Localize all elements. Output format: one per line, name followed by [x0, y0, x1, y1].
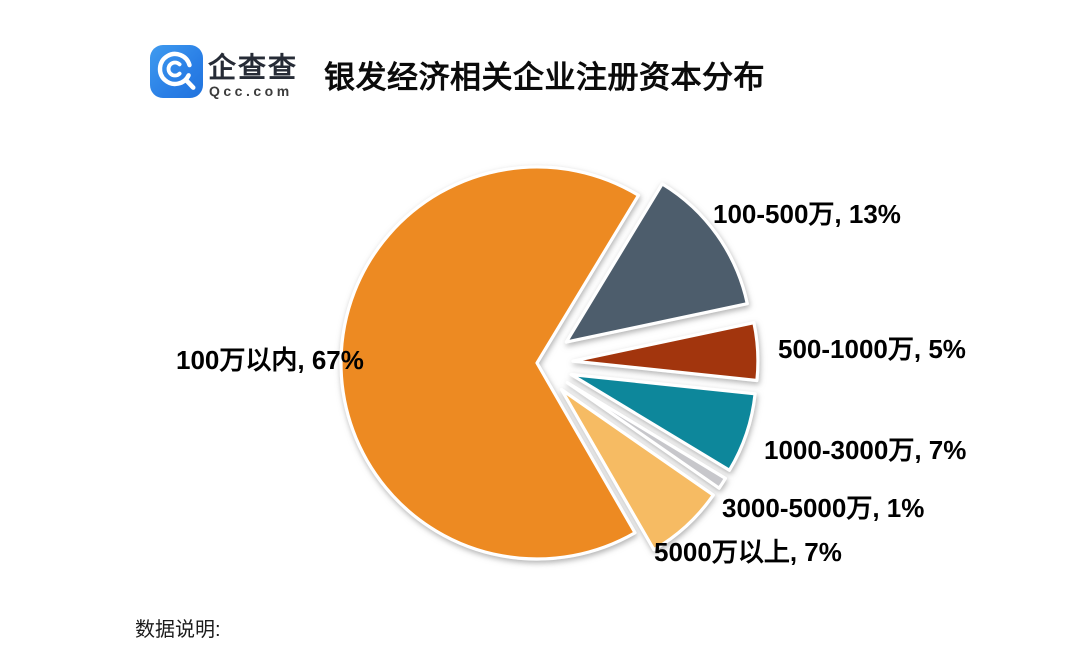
qcc-magnifier-icon: [157, 51, 196, 90]
footnote-heading: 数据说明:: [135, 619, 221, 641]
brand-name: 企查查: [208, 52, 299, 83]
pie-slice-1: [564, 182, 749, 344]
pie-slice-3: [569, 372, 757, 472]
slice-label-0: 100万以内, 67%: [176, 345, 364, 375]
slice-label-5: 5000万以上, 7%: [654, 537, 842, 567]
brand-domain: Qcc.com: [209, 83, 293, 99]
page-title: 银发经济相关企业注册资本分布: [324, 60, 765, 95]
slice-label-4: 3000-5000万, 1%: [722, 493, 924, 523]
slice-label-2: 500-1000万, 5%: [778, 334, 966, 364]
footnotes: 数据说明: 1、仅统计关键词为“ 老年 ”的在业存续企业 2、统计截至 2020…: [135, 543, 651, 662]
pie-slice-4: [565, 381, 727, 490]
pie-slice-5: [559, 387, 715, 552]
pie-slice-0: [339, 165, 641, 561]
slice-label-1: 100-500万, 13%: [713, 199, 901, 229]
slice-label-3: 1000-3000万, 7%: [764, 435, 966, 465]
qcc-logo-tile: [150, 45, 203, 98]
pie-slice-2: [571, 321, 760, 383]
